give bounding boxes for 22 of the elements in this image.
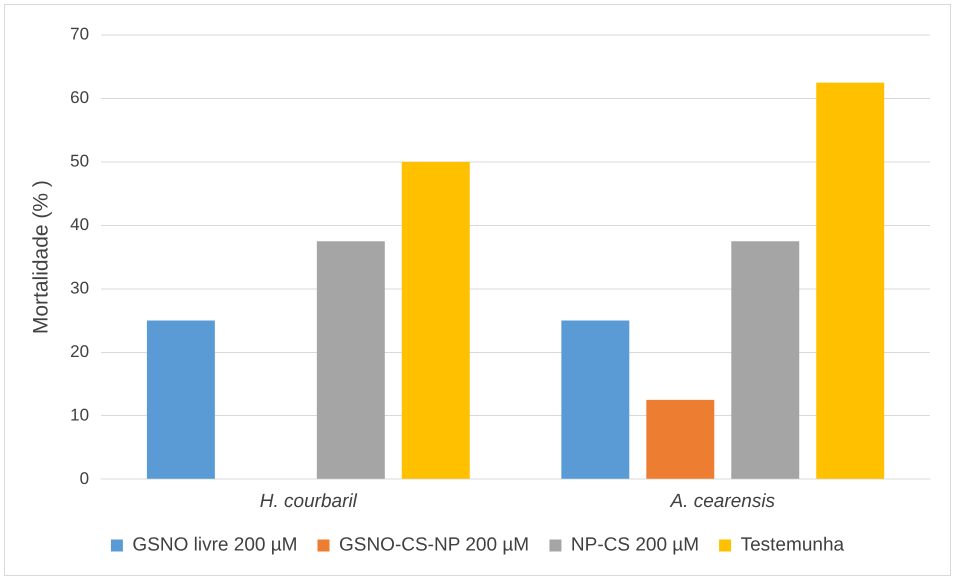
bar (561, 320, 630, 479)
bar (316, 241, 385, 479)
bar (731, 241, 800, 479)
bar (816, 82, 884, 479)
y-tick-label: 70 (70, 24, 90, 44)
bar (646, 400, 714, 479)
y-tick-label: 40 (70, 215, 90, 234)
legend-label: GSNO-CS-NP 200 µM (339, 534, 530, 556)
y-tick-label: 50 (70, 152, 90, 171)
bar (402, 162, 470, 479)
y-tick-label: 60 (70, 88, 90, 108)
y-tick-label: 30 (70, 278, 90, 298)
y-tick-label: 10 (70, 405, 90, 424)
y-tick-label: 20 (70, 342, 90, 361)
y-axis-title: Mortalidade (% ) (29, 180, 52, 334)
bar (146, 320, 215, 479)
x-tick-label: A. cearensis (670, 490, 776, 512)
legend-label: NP-CS 200 µM (570, 534, 700, 556)
x-tick-label: H. courbaril (260, 490, 358, 512)
y-tick-label: 0 (80, 468, 90, 488)
legend-label: Testemunha (740, 534, 845, 556)
legend-label: GSNO livre 200 µM (132, 534, 298, 556)
